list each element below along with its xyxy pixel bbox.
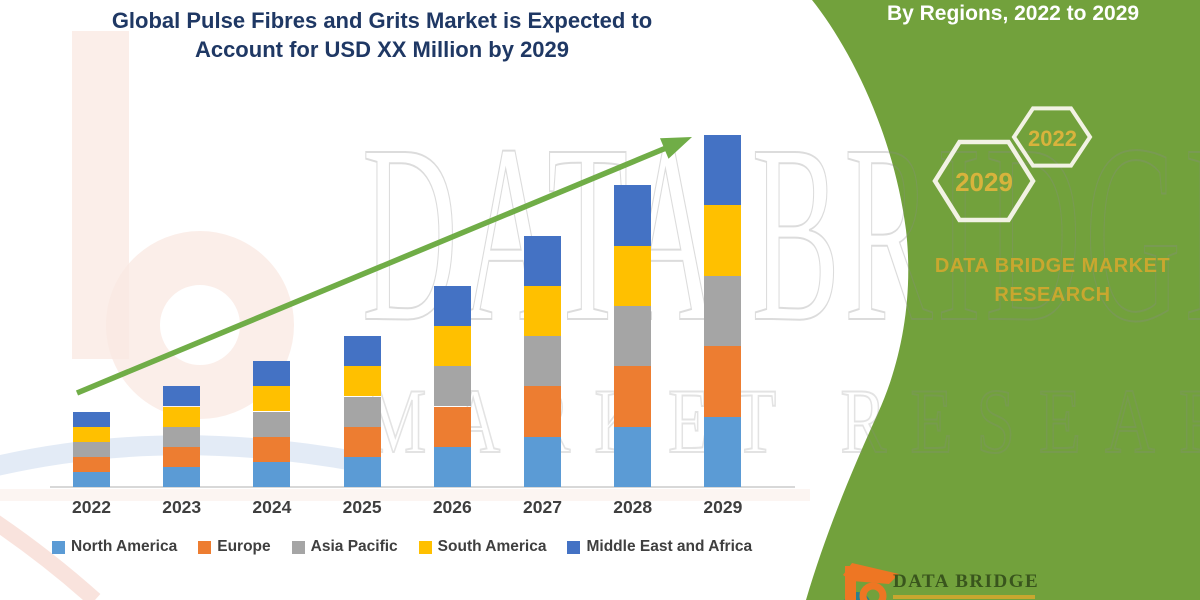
chart-legend: North America Europe Asia Pacific South Ame…: [52, 538, 812, 556]
x-axis-label-2023: 2023: [162, 497, 202, 517]
x-axis-label-2026: 2026: [432, 497, 472, 517]
bar-2028-europe: [614, 366, 652, 427]
bar-2029-middle-east-and-africa: [704, 135, 742, 206]
bar-2028-south-america: [614, 245, 652, 306]
bar-2026-europe: [433, 406, 471, 447]
bar-2023-south-america: [163, 406, 201, 427]
x-axis-label-2027: 2027: [523, 497, 562, 517]
legend-label-europe: Europe: [217, 538, 271, 555]
hexagon-2029: [932, 139, 1036, 223]
bar-2027-middle-east-and-africa: [524, 235, 561, 286]
bar-2023-europe: [163, 446, 201, 467]
legend-label-middle-east-and-africa: Middle East and Africa: [586, 538, 753, 555]
brand-wordmark: DATA BRIDGE MARKET RESEARCH: [934, 255, 1171, 306]
footer-gold-bar: [893, 595, 1035, 599]
hexagon-2022: [1011, 106, 1093, 168]
x-axis-label-2024: 2024: [252, 497, 292, 517]
bar-2022-europe: [73, 456, 110, 472]
legend-item-europe: Europe: [198, 538, 271, 556]
bar-2023-middle-east-and-africa: [163, 386, 201, 407]
bar-2029-north-america: [704, 416, 742, 487]
chart-title-line2: Account for USD XX Million by 2029: [194, 37, 570, 62]
bar-2025-asia-pacific: [343, 396, 381, 427]
legend-label-asia-pacific: Asia Pacific: [310, 538, 398, 555]
bar-2025-north-america: [343, 456, 381, 487]
legend-swatch-europe: [198, 540, 212, 554]
legend-label-north-america: North America: [71, 538, 178, 555]
chart-title-line1: Global Pulse Fibres and Grits Market is …: [111, 8, 653, 33]
legend-label-south-america: South America: [437, 538, 547, 555]
bar-2027-north-america: [524, 436, 561, 487]
watermark-text-marketresearch: MARKET RESEARCH: [364, 369, 1200, 473]
bar-2025-south-america: [343, 366, 381, 397]
bar-2028-north-america: [614, 426, 652, 487]
bar-2025-middle-east-and-africa: [343, 336, 381, 367]
x-axis-line: [50, 486, 795, 488]
bar-2028-middle-east-and-africa: [614, 185, 652, 246]
bar-2027-south-america: [524, 285, 561, 337]
watermark-text-databridge: DATA BRIDGE: [361, 92, 1200, 376]
legend-swatch-middle-east-and-africa: [567, 540, 581, 554]
legend-item-middle-east-and-africa: Middle East and Africa: [567, 538, 752, 556]
bar-2028-asia-pacific: [614, 306, 652, 367]
legend-item-asia-pacific: Asia Pacific: [291, 538, 398, 556]
bar-2022-north-america: [73, 471, 110, 487]
x-axis-label-2028: 2028: [613, 497, 653, 517]
bar-2024-north-america: [253, 461, 291, 487]
bar-2024-south-america: [253, 386, 291, 412]
bar-2024-europe: [253, 436, 291, 462]
bar-2029-south-america: [704, 205, 742, 276]
legend-swatch-north-america: [52, 540, 65, 554]
legend-item-north-america: North America: [52, 538, 177, 556]
chart-title: Global Pulse Fibres and Grits Market is …: [62, 6, 702, 64]
bar-2023-north-america: [163, 466, 201, 487]
bar-2026-south-america: [433, 326, 471, 367]
legend-item-south-america: South America: [418, 538, 547, 556]
bar-2027-europe: [524, 386, 561, 437]
x-axis-label-2029: 2029: [703, 497, 743, 517]
bar-2027-asia-pacific: [524, 336, 561, 387]
bar-2022-south-america: [73, 426, 110, 442]
bar-2024-asia-pacific: [253, 411, 291, 437]
hexagon-2029-label: 2029: [955, 167, 1013, 197]
footer-brand-text: DATA BRIDGE: [893, 571, 1040, 592]
hexagon-2022-label: 2022: [1028, 126, 1077, 151]
bar-2029-europe: [704, 346, 742, 417]
bar-2026-middle-east-and-africa: [433, 285, 471, 327]
bar-2029-asia-pacific: [704, 275, 742, 347]
bar-2022-middle-east-and-africa: [73, 411, 110, 427]
legend-swatch-south-america: [418, 540, 432, 554]
bar-2025-europe: [343, 426, 381, 457]
bar-2026-north-america: [433, 446, 471, 487]
bar-2022-asia-pacific: [73, 441, 110, 457]
x-axis-label-2022: 2022: [72, 497, 111, 517]
legend-swatch-asia-pacific: [291, 540, 305, 554]
bar-2024-middle-east-and-africa: [253, 361, 291, 387]
x-axis-label-2025: 2025: [342, 497, 382, 517]
side-panel-heading: By Regions, 2022 to 2029: [886, 2, 1140, 25]
bar-2023-asia-pacific: [163, 426, 201, 447]
bar-2026-asia-pacific: [433, 366, 471, 407]
